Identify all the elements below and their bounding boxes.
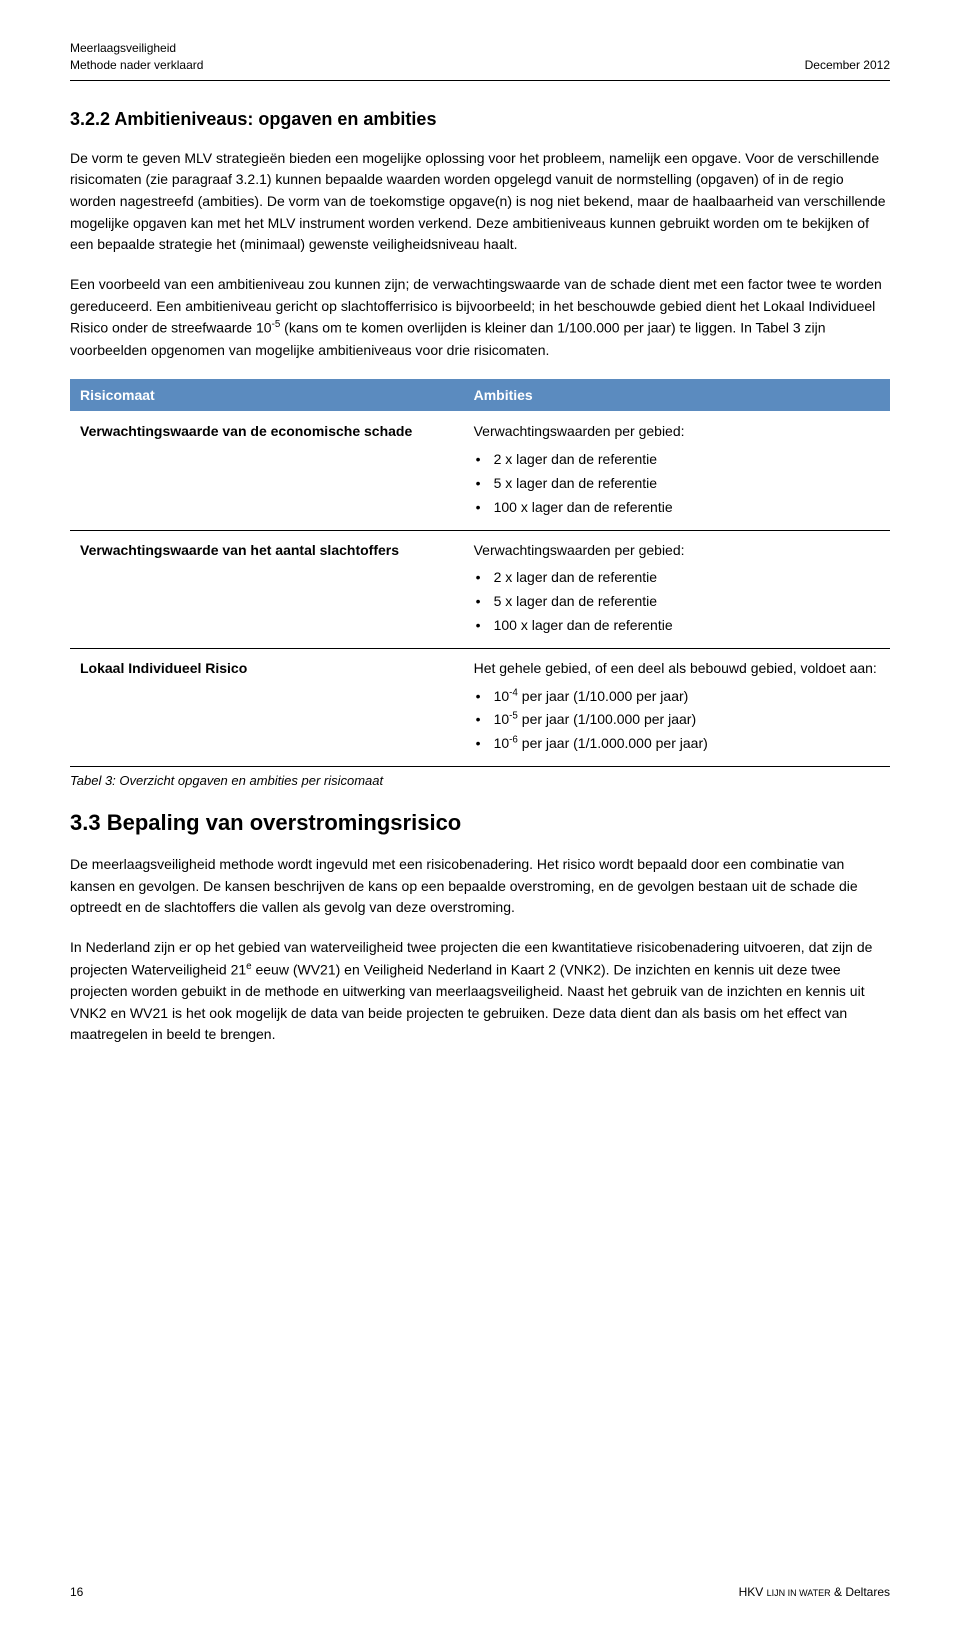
para2-exp: -5 <box>272 319 281 330</box>
table-cell-left: Verwachtingswaarde van het aantal slacht… <box>70 530 464 648</box>
table-row: Lokaal Individueel Risico Het gehele geb… <box>70 648 890 766</box>
list-item: 100 x lager dan de referentie <box>494 614 880 638</box>
list-item: 10-5 per jaar (1/100.000 per jaar) <box>494 708 880 732</box>
table-header-right: Ambities <box>464 379 890 412</box>
list-item: 10-6 per jaar (1/1.000.000 per jaar) <box>494 732 880 756</box>
table-header-row: Risicomaat Ambities <box>70 379 890 412</box>
header-title-2: Methode nader verklaard <box>70 57 203 74</box>
section-33-title: 3.3 Bepaling van overstromingsrisico <box>70 810 890 836</box>
ambities-list: 10-4 per jaar (1/10.000 per jaar) 10-5 p… <box>474 685 880 756</box>
table-caption: Tabel 3: Overzicht opgaven en ambities p… <box>70 773 890 788</box>
table-row: Verwachtingswaarde van de economische sc… <box>70 412 890 530</box>
section-33-para1: De meerlaagsveiligheid methode wordt ing… <box>70 854 890 919</box>
ambities-intro: Verwachtingswaarden per gebied: <box>474 420 880 444</box>
table-header-left: Risicomaat <box>70 379 464 412</box>
header-right: December 2012 <box>805 40 890 74</box>
list-item: 100 x lager dan de referentie <box>494 496 880 520</box>
ambities-list: 2 x lager dan de referentie 5 x lager da… <box>474 566 880 637</box>
header-title-1: Meerlaagsveiligheid <box>70 40 203 57</box>
page-footer: 16 HKV LIJN IN WATER & Deltares <box>70 1585 890 1599</box>
ambities-intro: Het gehele gebied, of een deel als bebou… <box>474 657 880 681</box>
section-322-para1: De vorm te geven MLV strategieën bieden … <box>70 148 890 256</box>
list-item: 10-4 per jaar (1/10.000 per jaar) <box>494 685 880 709</box>
ambities-intro: Verwachtingswaarden per gebied: <box>474 539 880 563</box>
list-item: 2 x lager dan de referentie <box>494 448 880 472</box>
footer-org-suffix: & Deltares <box>831 1585 890 1599</box>
header-rule <box>70 80 890 81</box>
table-cell-right: Verwachtingswaarden per gebied: 2 x lage… <box>464 412 890 530</box>
footer-org-small: LIJN IN WATER <box>767 1588 831 1598</box>
risico-table: Risicomaat Ambities Verwachtingswaarde v… <box>70 379 890 767</box>
footer-org-prefix: HKV <box>739 1585 767 1599</box>
list-item: 5 x lager dan de referentie <box>494 590 880 614</box>
table-row: Verwachtingswaarde van het aantal slacht… <box>70 530 890 648</box>
table-cell-left: Verwachtingswaarde van de economische sc… <box>70 412 464 530</box>
section-322-para2: Een voorbeeld van een ambitieniveau zou … <box>70 274 890 361</box>
table-cell-right: Verwachtingswaarden per gebied: 2 x lage… <box>464 530 890 648</box>
page-number: 16 <box>70 1585 83 1599</box>
header-left: Meerlaagsveiligheid Methode nader verkla… <box>70 40 203 74</box>
table-cell-left: Lokaal Individueel Risico <box>70 648 464 766</box>
header-date: December 2012 <box>805 57 890 74</box>
section-322-title: 3.2.2 Ambitieniveaus: opgaven en ambitie… <box>70 109 890 130</box>
list-item: 2 x lager dan de referentie <box>494 566 880 590</box>
ambities-list: 2 x lager dan de referentie 5 x lager da… <box>474 448 880 519</box>
table-cell-right: Het gehele gebied, of een deel als bebou… <box>464 648 890 766</box>
section-33-para2: In Nederland zijn er op het gebied van w… <box>70 937 890 1046</box>
page-header: Meerlaagsveiligheid Methode nader verkla… <box>70 40 890 74</box>
footer-right: HKV LIJN IN WATER & Deltares <box>739 1585 890 1599</box>
list-item: 5 x lager dan de referentie <box>494 472 880 496</box>
